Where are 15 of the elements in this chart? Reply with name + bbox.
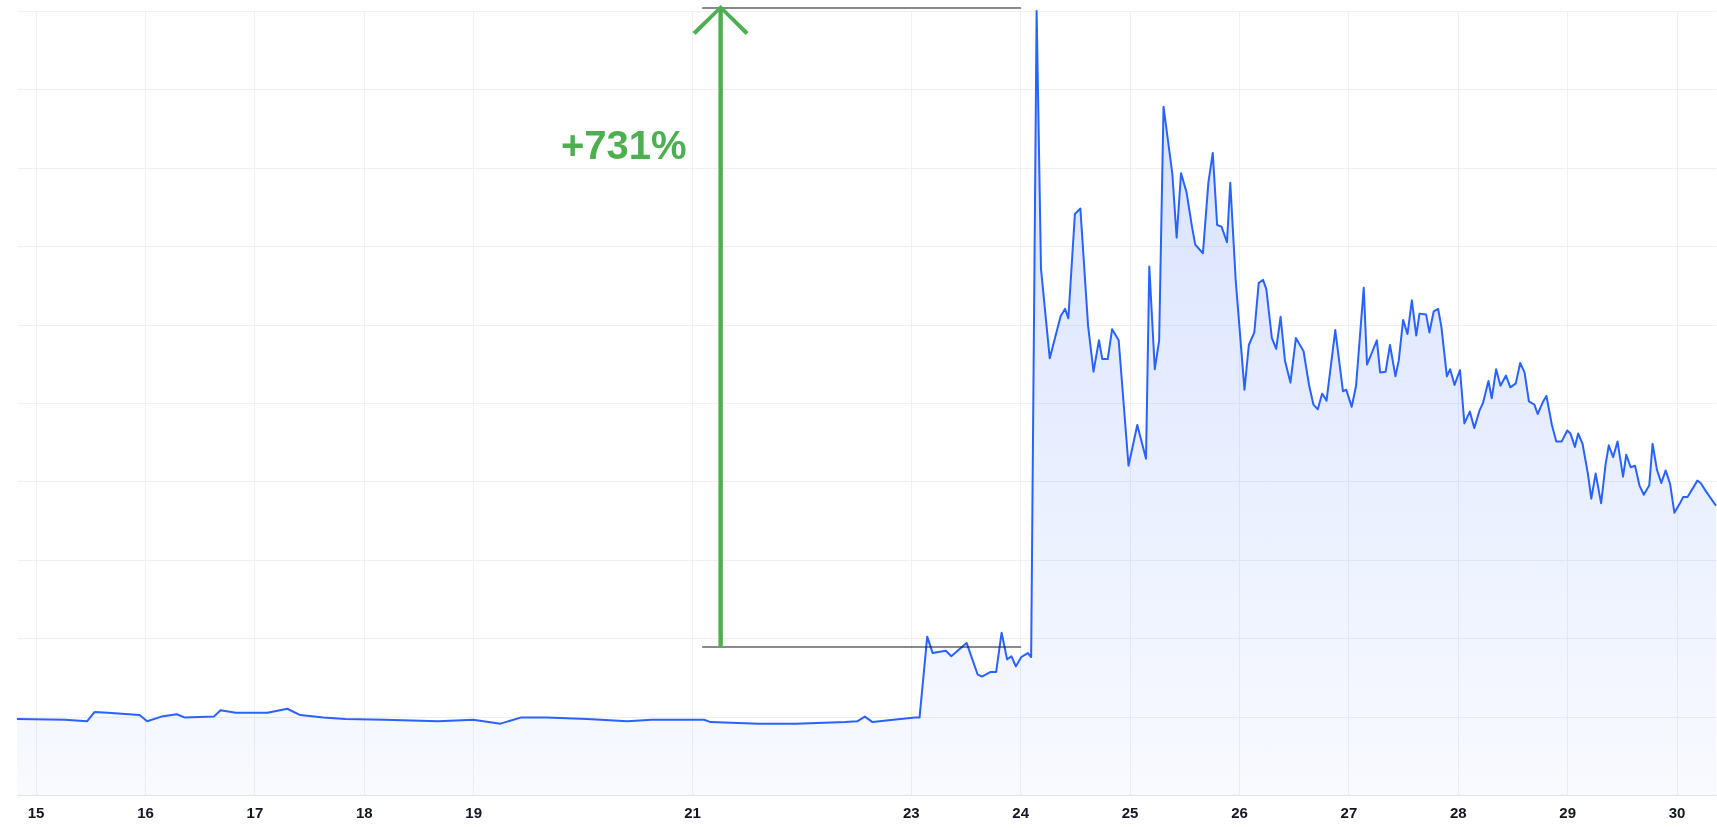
x-tick-label: 24 xyxy=(1012,803,1030,821)
x-tick-label: 23 xyxy=(902,803,920,821)
x-tick-label: 19 xyxy=(465,803,483,821)
x-tick-label: 17 xyxy=(246,803,264,821)
x-tick-label: 27 xyxy=(1340,803,1358,821)
x-tick-label: 30 xyxy=(1668,803,1686,821)
x-tick-label: 21 xyxy=(684,803,701,821)
x-tick-label: 28 xyxy=(1449,803,1467,821)
annotation: +731% xyxy=(560,123,687,168)
x-tick-label: 29 xyxy=(1559,803,1577,821)
x-tick-label: 18 xyxy=(355,803,373,821)
x-tick-label: 25 xyxy=(1121,803,1139,821)
x-tick-label: 26 xyxy=(1231,803,1248,821)
x-tick-label: 15 xyxy=(27,803,45,821)
x-tick-label: 16 xyxy=(137,803,154,821)
